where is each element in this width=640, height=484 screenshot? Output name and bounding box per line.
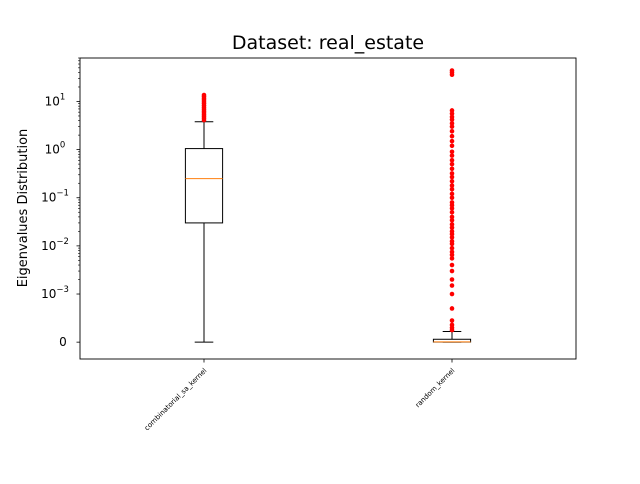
y-tick-label-exponent: 0	[60, 141, 65, 151]
outlier-point	[449, 153, 455, 158]
outlier-point	[449, 245, 455, 251]
outlier-point	[449, 217, 455, 223]
outlier-point	[449, 268, 455, 274]
outlier-point	[449, 108, 455, 113]
y-tick-label-base: 10	[41, 239, 56, 253]
y-tick-label-exponent: −2	[56, 237, 69, 247]
box-combinatorial_sa_kernel	[184, 92, 224, 343]
y-tick-label: 0	[59, 335, 67, 349]
y-tick-label: 10−2	[41, 237, 69, 253]
outlier-point	[449, 121, 455, 126]
outlier-point	[449, 166, 455, 172]
y-axis-label: Eigenvalues Distribution	[16, 129, 31, 288]
chart-title: Dataset: real_estate	[232, 32, 424, 54]
iqr-box	[184, 148, 224, 224]
outlier-point	[449, 124, 455, 129]
outlier-point	[449, 249, 455, 255]
outlier-point	[449, 114, 455, 120]
outlier-point	[449, 200, 455, 205]
outlier-point	[449, 235, 455, 240]
y-tick-label: 101	[45, 92, 66, 108]
outlier-point	[449, 149, 455, 155]
y-tick-label-base: 10	[41, 191, 56, 205]
outlier-point	[449, 262, 455, 268]
outlier-point	[449, 178, 455, 184]
y-tick-label-base: 10	[45, 143, 60, 157]
outlier-point	[449, 306, 455, 311]
outlier-point	[201, 92, 207, 98]
outlier-point	[449, 68, 455, 73]
outlier-point	[449, 191, 455, 197]
outlier-point	[449, 318, 455, 323]
outlier-point	[449, 277, 455, 282]
outlier-point	[449, 183, 455, 188]
y-tick-label-exponent: −3	[56, 285, 69, 295]
outlier-point	[449, 256, 455, 261]
box-random_kernel	[432, 68, 472, 343]
outlier-point	[449, 209, 455, 215]
y-tick-label-base: 10	[41, 287, 56, 301]
outlier-point	[449, 206, 455, 211]
outlier-point	[449, 133, 455, 139]
y-tick-label: 100	[45, 141, 66, 157]
outlier-point	[449, 291, 455, 297]
y-tick-label-exponent: −1	[56, 189, 69, 199]
outlier-point	[449, 238, 455, 244]
outlier-point	[449, 138, 455, 144]
outlier-point	[449, 225, 455, 230]
outlier-point	[449, 171, 455, 176]
outlier-point	[449, 174, 455, 180]
outlier-point	[449, 214, 455, 220]
y-tick-label-exponent: 1	[60, 92, 65, 102]
outlier-point	[449, 229, 455, 234]
y-tick-label: 10−1	[41, 189, 69, 205]
outlier-point	[449, 283, 455, 288]
outlier-point	[449, 157, 455, 163]
y-tick-label: 10−3	[41, 285, 69, 301]
outlier-point	[449, 186, 455, 192]
outlier-point	[449, 161, 455, 167]
y-tick-label-base: 10	[45, 94, 60, 108]
outlier-point	[449, 195, 455, 201]
outlier-point	[449, 143, 455, 149]
outlier-point	[449, 129, 455, 134]
outlier-point	[449, 322, 455, 328]
outlier-point	[449, 222, 455, 227]
